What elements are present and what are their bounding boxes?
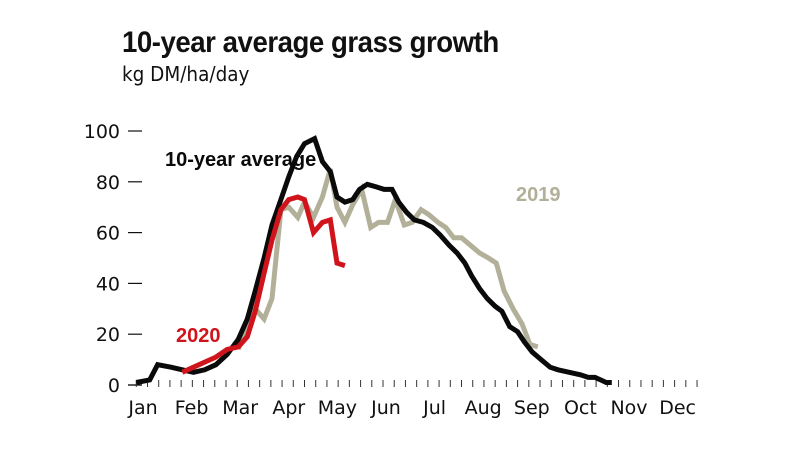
series-line-2019 — [235, 168, 539, 351]
y-tick-label: 0 — [108, 375, 120, 397]
series-labels: 10-year average 2020 2019 — [165, 149, 561, 347]
x-tick-label: Dec — [659, 397, 696, 419]
x-tick-label: Apr — [272, 397, 305, 419]
y-tick-label: 20 — [96, 324, 120, 346]
x-tick-label: Nov — [610, 397, 647, 419]
x-tick-label: Mar — [222, 397, 258, 419]
y-tick-label: 80 — [96, 172, 120, 194]
x-tick-label: May — [318, 397, 357, 419]
chart-title: 10-year average grass growth — [122, 26, 499, 59]
x-tick-label: Sep — [514, 397, 550, 419]
y-tick-label: 100 — [84, 121, 120, 143]
x-tick-label: Jul — [422, 397, 446, 419]
series-lines — [135, 135, 612, 385]
x-tick-label: Jun — [370, 397, 401, 419]
series-label-2019: 2019 — [516, 184, 561, 206]
chart-subtitle: kg DM/ha/day — [122, 62, 250, 86]
series-line-10-year-average — [135, 135, 612, 385]
y-axis: 0 20 40 60 80 100 — [84, 121, 142, 397]
series-line-2020 — [181, 194, 346, 375]
x-tick-label: Oct — [564, 397, 597, 419]
y-tick-label: 60 — [96, 223, 120, 245]
x-tick-label: Jan — [127, 397, 157, 419]
x-tick-label: Feb — [175, 397, 209, 419]
x-tick-label: Aug — [465, 397, 502, 419]
series-label-2020: 2020 — [176, 325, 221, 347]
x-axis: Jan Feb Mar Apr May Jun Jul Aug Sep Oct Nov Dec — [127, 380, 698, 419]
y-tick-label: 40 — [96, 273, 120, 295]
series-label-10-year-average: 10-year average — [165, 149, 316, 171]
